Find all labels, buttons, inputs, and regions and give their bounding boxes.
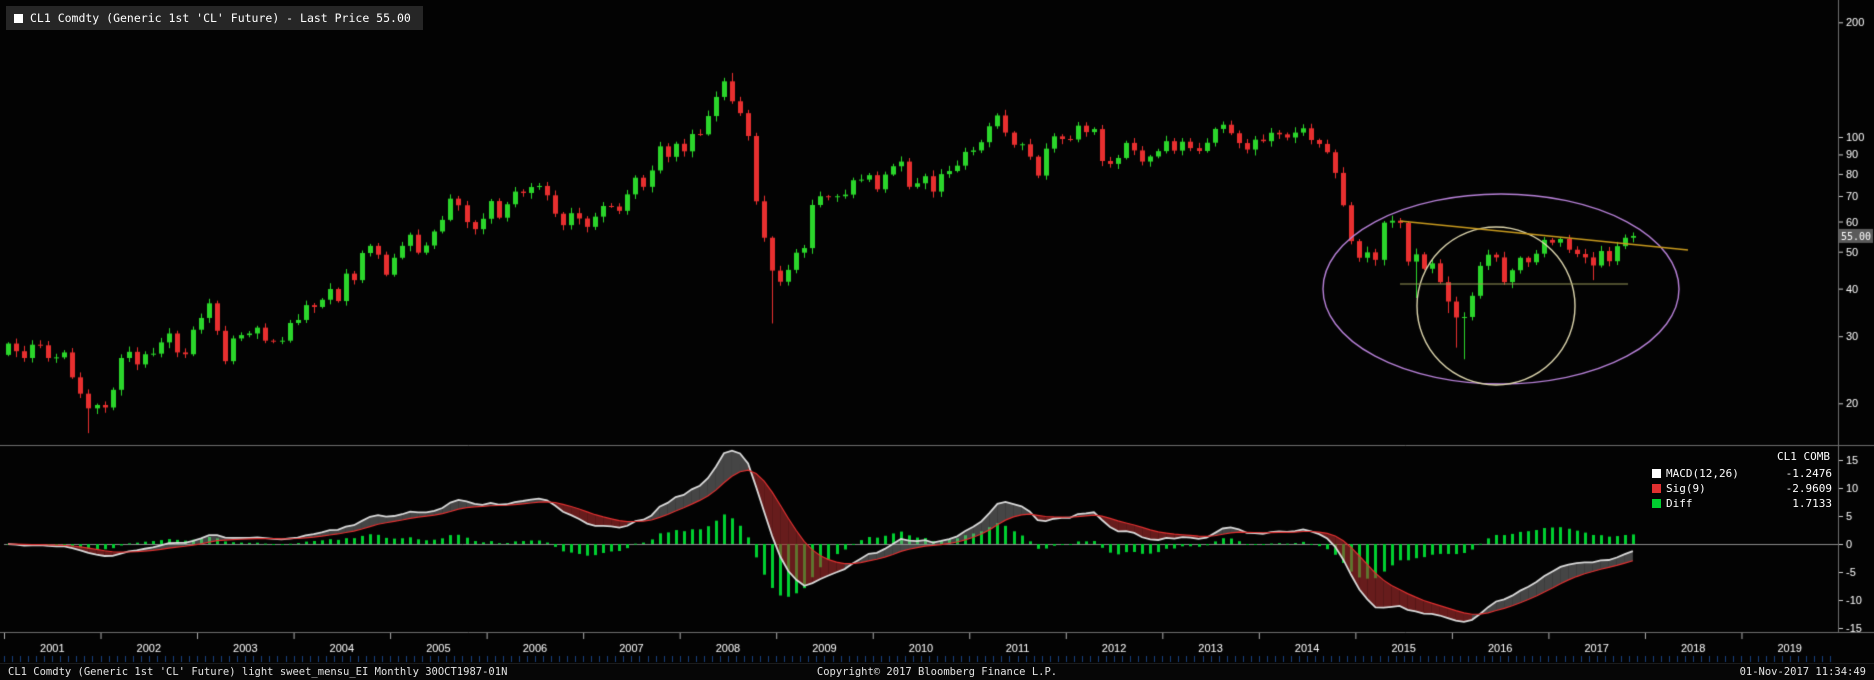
chart-title: CL1 Comdty (Generic 1st 'CL' Future) - L… xyxy=(30,11,411,25)
diff-value: 1.7133 xyxy=(1792,497,1832,510)
signal-line-swatch-icon xyxy=(1652,484,1661,493)
macd-legend: CL1 COMB MACD(12,26) -1.2476 Sig(9) -2.9… xyxy=(1652,450,1832,511)
macd-value: -1.2476 xyxy=(1785,467,1832,480)
diff-label: Diff xyxy=(1666,497,1693,510)
status-security-info: CL1 Comdty (Generic 1st 'CL' Future) lig… xyxy=(8,666,508,678)
macd-legend-row-macd[interactable]: MACD(12,26) -1.2476 xyxy=(1652,466,1832,481)
macd-legend-row-signal[interactable]: Sig(9) -2.9609 xyxy=(1652,481,1832,496)
macd-legend-title: CL1 COMB xyxy=(1777,450,1830,463)
chart-title-bar: CL1 Comdty (Generic 1st 'CL' Future) - L… xyxy=(6,6,423,30)
macd-line-swatch-icon xyxy=(1652,469,1661,478)
status-timestamp: 01-Nov-2017 11:34:49 xyxy=(1739,666,1866,678)
status-bar: CL1 Comdty (Generic 1st 'CL' Future) lig… xyxy=(0,663,1874,680)
status-copyright: Copyright© 2017 Bloomberg Finance L.P. xyxy=(816,666,1058,678)
signal-value: -2.9609 xyxy=(1785,482,1832,495)
macd-legend-row-diff[interactable]: Diff 1.7133 xyxy=(1652,496,1832,511)
series-swatch-icon xyxy=(14,13,23,23)
signal-label: Sig(9) xyxy=(1666,482,1706,495)
diff-bar-swatch-icon xyxy=(1652,499,1661,508)
macd-label: MACD(12,26) xyxy=(1666,467,1739,480)
